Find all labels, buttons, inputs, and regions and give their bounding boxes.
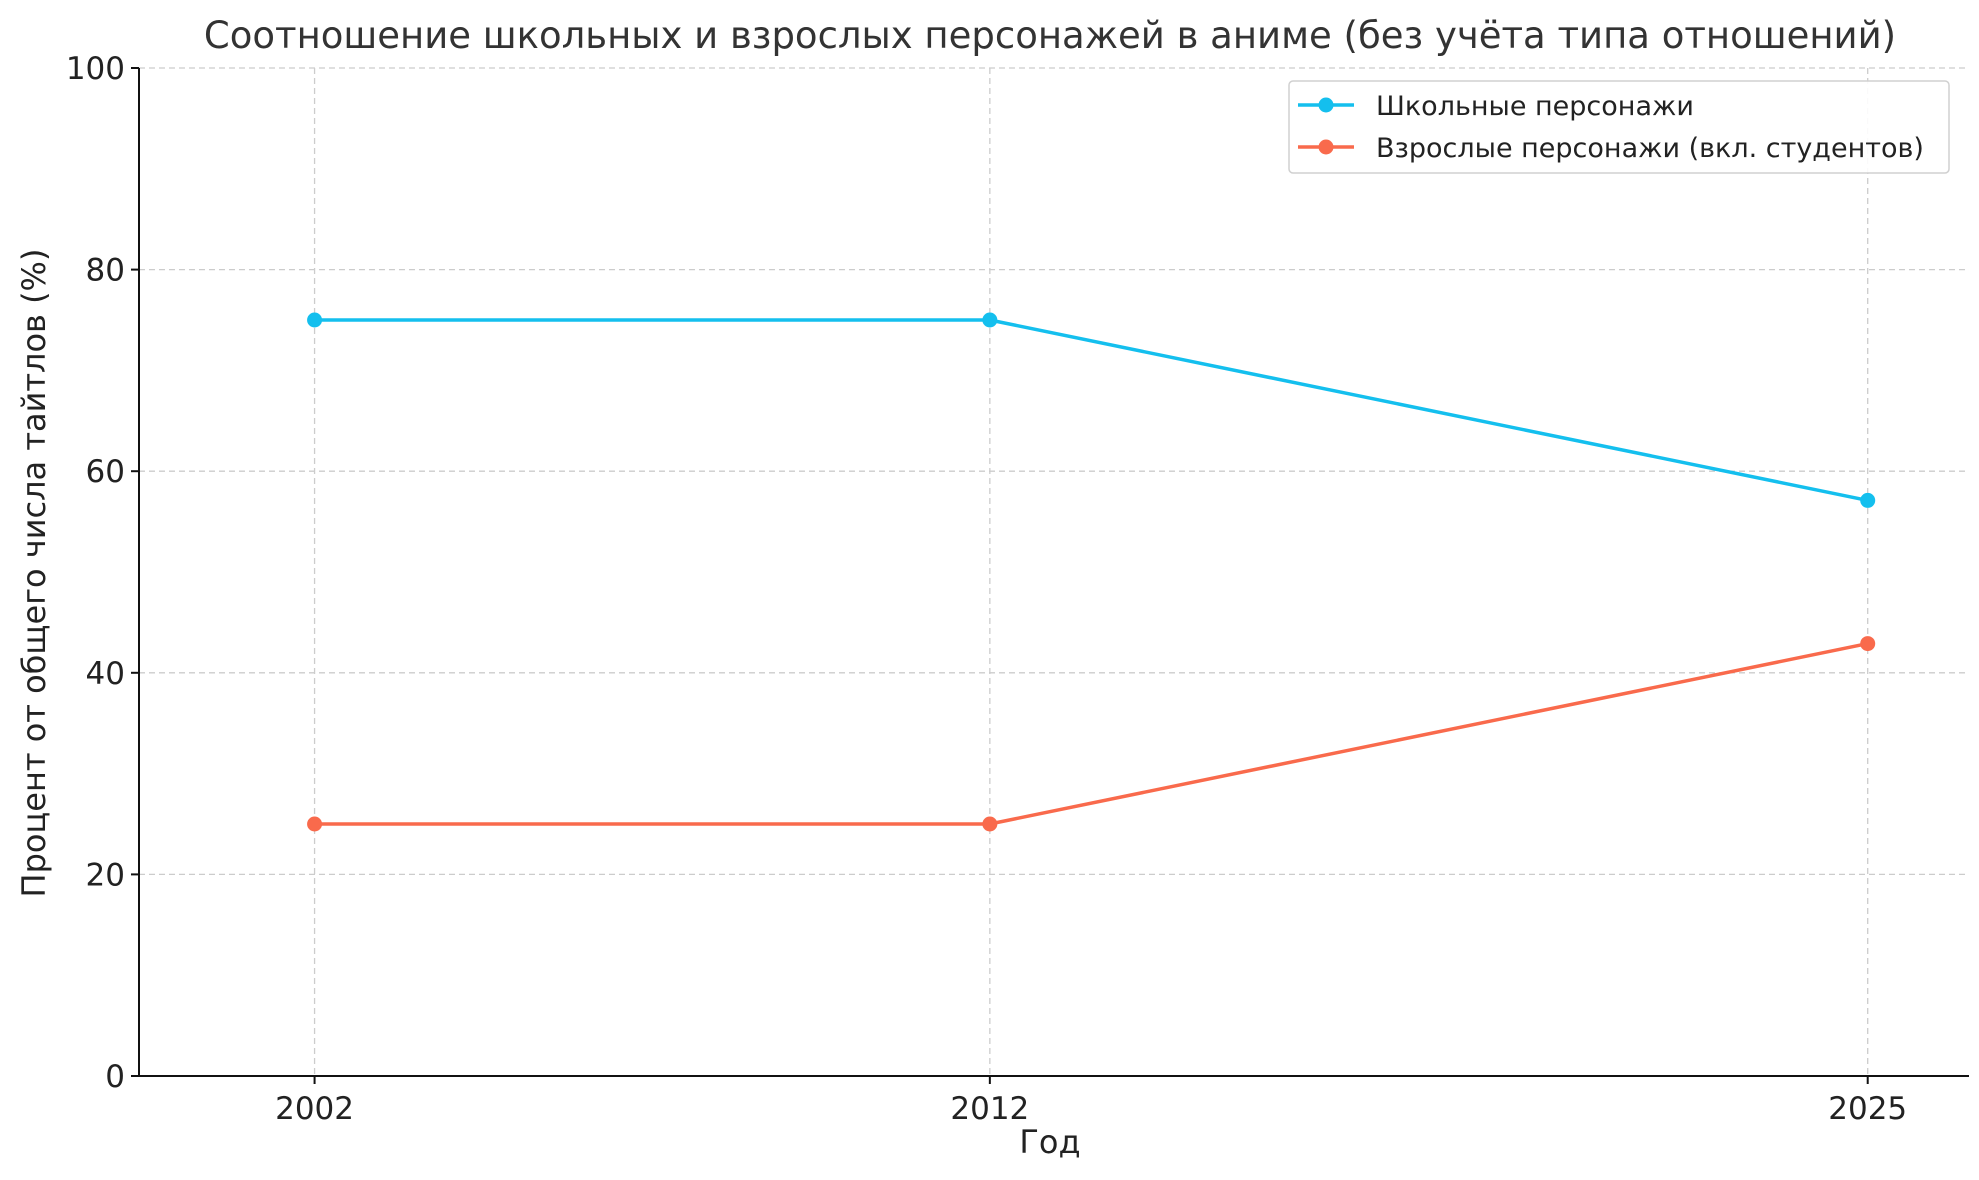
x-tick-label: 2025 <box>1828 1091 1907 1127</box>
legend: Школьные персонажи Взрослые персонажи (вк… <box>1288 80 1950 174</box>
x-tick-label: 2002 <box>275 1091 354 1127</box>
y-tick-label: 60 <box>86 454 125 490</box>
y-axis-label: Процент от общего числа тайтлов (%) <box>15 249 53 898</box>
legend-frame <box>1288 80 1950 174</box>
axes <box>131 67 1969 1084</box>
data-point-series-1 <box>307 312 323 328</box>
y-tick-label: 40 <box>86 656 125 692</box>
tick-labels: 0 20 40 60 80 100 2002 2012 2025 <box>66 51 1907 1127</box>
grid <box>139 67 1969 1076</box>
data-point-series-1 <box>982 312 998 328</box>
legend-label-2: Взрослые персонажи (вкл. студентов) <box>1376 133 1924 164</box>
legend-marker-1 <box>1318 97 1334 113</box>
x-tick-label: 2012 <box>950 1091 1029 1127</box>
data-point-series-2 <box>307 816 323 832</box>
series-line-1 <box>314 318 1869 503</box>
data-point-series-1 <box>1860 492 1876 508</box>
y-tick-label: 20 <box>86 857 125 893</box>
y-tick-label: 0 <box>105 1059 125 1095</box>
chart-title: Соотношение школьных и взрослых персонаж… <box>204 14 1896 57</box>
data-point-series-2 <box>1860 636 1876 652</box>
series <box>307 312 1876 832</box>
x-axis-label: Год <box>1019 1123 1080 1161</box>
data-point-series-2 <box>982 816 998 832</box>
y-tick-label: 80 <box>86 253 125 289</box>
series-line-2 <box>314 641 1869 826</box>
y-tick-label: 100 <box>66 51 125 87</box>
legend-label-1: Школьные персонажи <box>1376 91 1694 122</box>
legend-marker-2 <box>1318 139 1334 155</box>
